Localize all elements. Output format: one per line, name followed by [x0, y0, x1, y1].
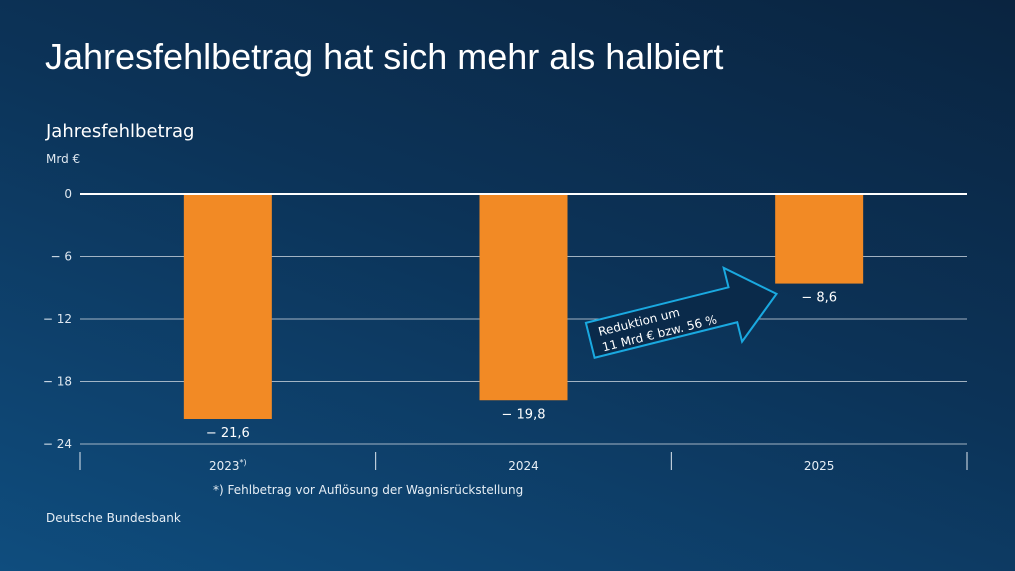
category-label: 2024 [508, 459, 539, 473]
y-tick-label: − 12 [43, 312, 72, 326]
data-label: − 8,6 [801, 291, 837, 306]
page-title: Jahresfehlbetrag hat sich mehr als halbi… [45, 36, 724, 77]
y-tick-label: − 18 [43, 375, 72, 389]
data-label: − 19,8 [502, 407, 546, 422]
category-label: 2023*) [209, 458, 247, 473]
arrow-shape [584, 266, 779, 359]
bar [183, 195, 272, 419]
category-label: 2025 [804, 459, 835, 473]
y-tick-label: − 24 [43, 437, 72, 451]
bar [479, 195, 568, 401]
footnote: *) Fehlbetrag vor Auflösung der Wagnisrü… [213, 483, 524, 497]
y-tick-label: 0 [64, 187, 72, 201]
data-label: − 21,6 [206, 426, 250, 441]
y-tick-label: − 6 [50, 250, 72, 264]
y-axis-unit: Mrd € [46, 152, 81, 166]
chart-title: Jahresfehlbetrag [46, 121, 195, 142]
source: Deutsche Bundesbank [46, 511, 181, 525]
bar [775, 195, 864, 284]
